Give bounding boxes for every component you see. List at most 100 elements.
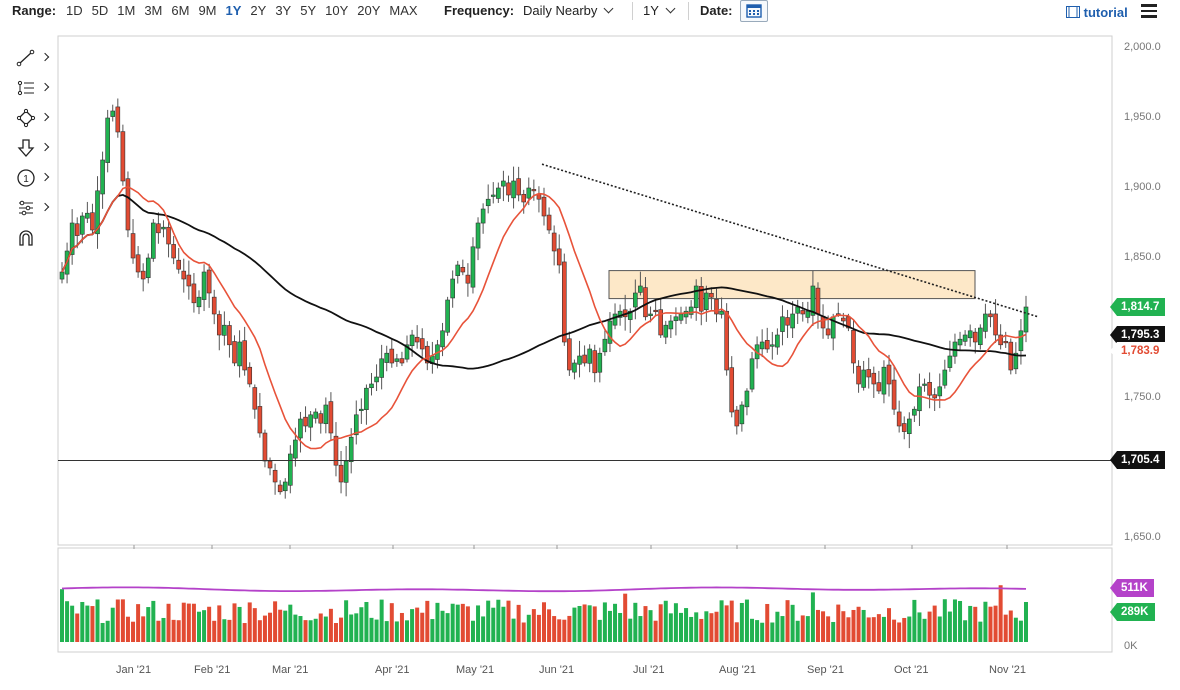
volume-bar <box>684 608 689 642</box>
range-button-10y[interactable]: 10Y <box>325 3 349 18</box>
arrow-tool[interactable] <box>12 136 52 166</box>
candle-body <box>551 232 557 252</box>
volume-bar <box>328 608 333 642</box>
frequency-select[interactable]: Daily Nearby <box>523 3 614 18</box>
candle-body <box>95 190 100 235</box>
count-tool[interactable]: 1 <box>12 166 52 196</box>
volume-bar <box>881 616 886 642</box>
candle <box>450 270 455 308</box>
range-button-3m[interactable]: 3M <box>144 3 163 18</box>
candle-body <box>653 309 658 313</box>
range-button-3y[interactable]: 3Y <box>275 3 292 18</box>
candle-body <box>998 334 1003 346</box>
tool-settings-icon <box>19 200 33 216</box>
candle-body <box>201 271 207 300</box>
range-button-9m[interactable]: 9M <box>198 3 217 18</box>
volume-bar <box>602 602 607 642</box>
tool-settings[interactable] <box>12 196 52 226</box>
volume-bar <box>658 604 663 642</box>
candle-body <box>313 411 318 419</box>
volume-bar <box>937 616 942 642</box>
chart-frame <box>57 35 1113 653</box>
candle-body <box>851 329 856 364</box>
candle-body <box>825 328 831 336</box>
candle <box>455 260 461 284</box>
fib-tool[interactable] <box>12 76 52 106</box>
candle-body <box>967 330 973 339</box>
range-button-1y[interactable]: 1Y <box>225 3 242 18</box>
candle-body <box>673 316 679 322</box>
line-tool[interactable] <box>12 46 52 76</box>
candle <box>237 330 242 378</box>
candle-body <box>460 267 466 273</box>
range-button-max[interactable]: MAX <box>389 3 418 18</box>
range-button-6m[interactable]: 6M <box>171 3 190 18</box>
candle-body <box>775 334 780 348</box>
candle <box>541 187 547 226</box>
volume-bar <box>257 620 262 642</box>
candle <box>567 331 572 376</box>
candle <box>110 104 116 122</box>
volume-bar <box>775 611 780 642</box>
candle-body <box>232 341 237 364</box>
tutorial-link[interactable]: tutorial <box>1066 5 1128 20</box>
candle-body <box>394 358 400 362</box>
candle <box>272 463 278 495</box>
x-tick-label: Feb '21 <box>194 664 231 676</box>
tag-pointer <box>1110 451 1117 470</box>
candle <box>227 321 232 358</box>
candle-body <box>658 309 663 336</box>
x-tick-label: Nov '21 <box>989 664 1026 676</box>
candle-body <box>105 117 110 163</box>
tag-pointer <box>1110 602 1117 621</box>
range-button-5d[interactable]: 5D <box>91 3 109 18</box>
volume-bar <box>85 605 90 642</box>
volume-bar <box>557 619 562 642</box>
candle-body <box>668 320 674 330</box>
candle <box>825 315 831 339</box>
magnet-tool[interactable] <box>12 226 52 256</box>
range-button-2y[interactable]: 2Y <box>250 3 267 18</box>
candle <box>830 313 836 351</box>
range-button-1d[interactable]: 1D <box>66 3 83 18</box>
volume-bar <box>60 589 64 642</box>
candle-body <box>237 341 242 367</box>
candle <box>130 219 136 264</box>
candle-body <box>572 362 577 373</box>
volume-bar <box>719 600 724 642</box>
volume-bar <box>222 619 227 642</box>
volume-bar <box>349 614 354 642</box>
candle-body <box>425 345 430 364</box>
candle-body <box>404 344 410 360</box>
candle <box>496 182 501 203</box>
candle-body <box>308 414 313 428</box>
shape-tool[interactable] <box>12 106 52 136</box>
calendar-button[interactable] <box>740 0 768 22</box>
candle-body <box>876 382 882 392</box>
candle-body <box>531 189 537 192</box>
candle-body <box>496 187 501 199</box>
range-button-5y[interactable]: 5Y <box>300 3 317 18</box>
candle-body <box>288 453 293 486</box>
volume-bar <box>942 599 947 642</box>
candle <box>648 306 653 323</box>
volume-bar <box>1018 620 1023 642</box>
hamburger-menu-icon[interactable] <box>1141 4 1157 18</box>
candle <box>125 171 131 238</box>
volume-bar <box>65 601 70 642</box>
volume-bar <box>861 609 866 642</box>
volume-bar <box>536 614 541 642</box>
volume-bar <box>268 612 273 642</box>
candle-body <box>901 423 907 432</box>
candle <box>242 326 247 376</box>
candle-body <box>227 325 232 346</box>
volume-bar <box>318 613 323 642</box>
range-button-1m[interactable]: 1M <box>117 3 136 18</box>
range-button-20y[interactable]: 20Y <box>357 3 381 18</box>
x-tick-label: Aug '21 <box>719 664 756 676</box>
period-select[interactable]: 1Y <box>643 3 676 18</box>
candle-body <box>130 233 136 259</box>
volume-bar <box>237 606 242 642</box>
candle-body <box>561 261 567 343</box>
